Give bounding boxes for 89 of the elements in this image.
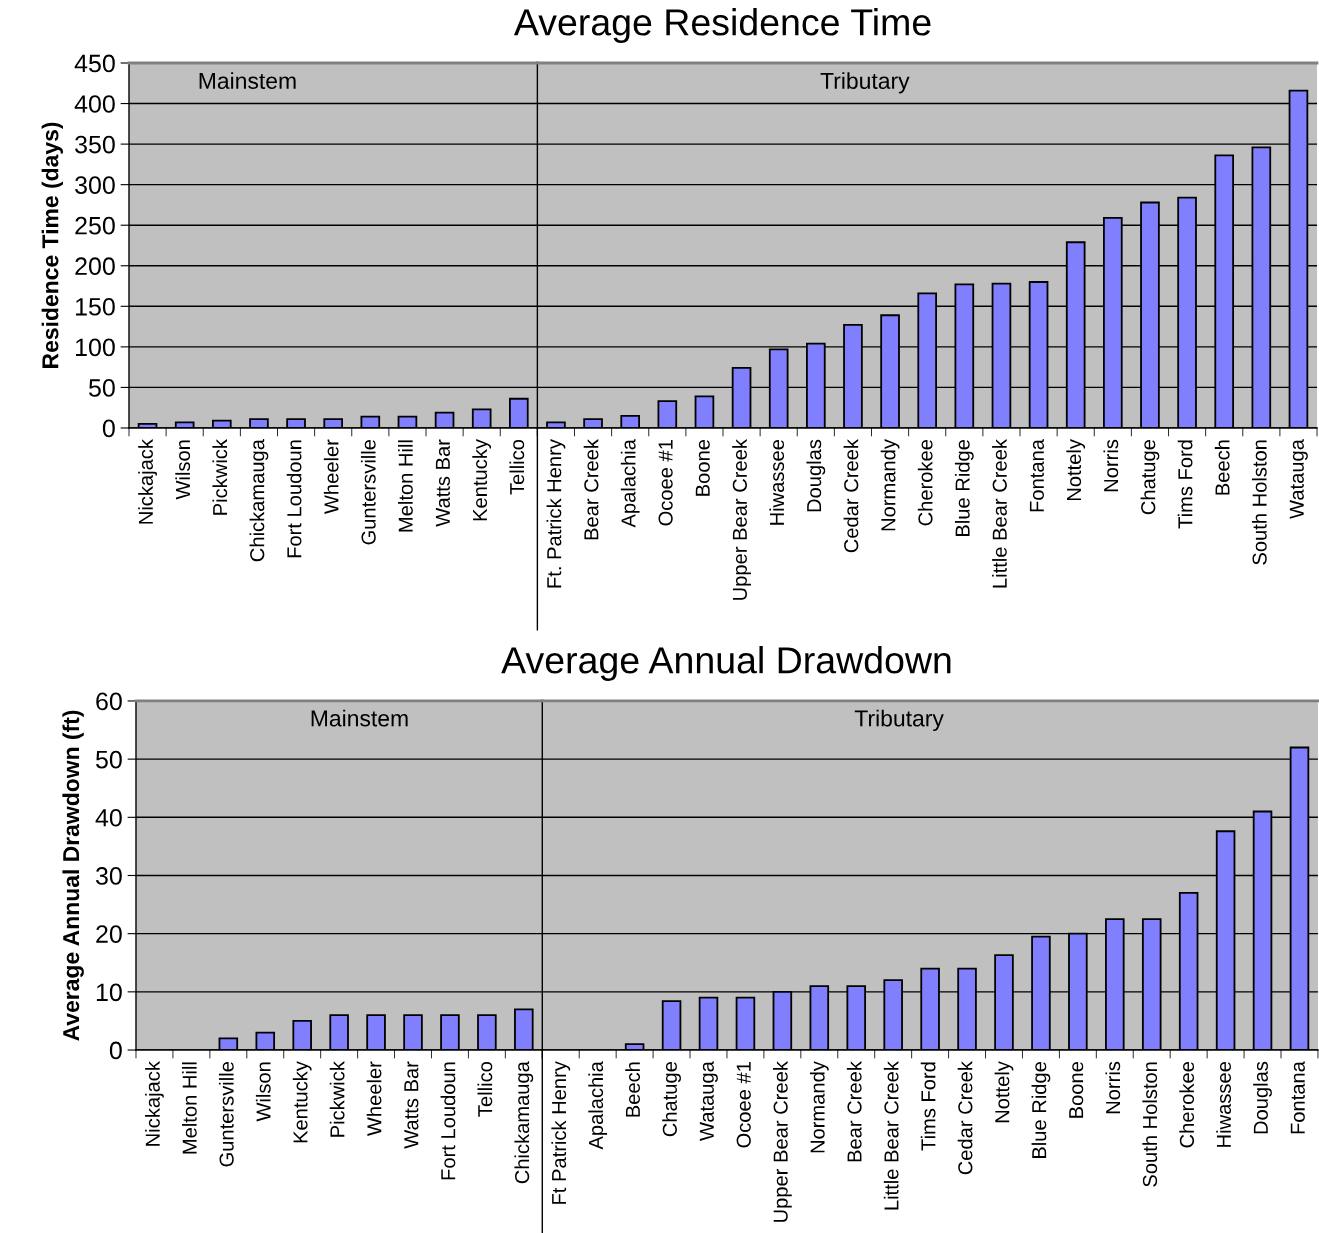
- x-tick-label: Boone: [1069, 1062, 1084, 1118]
- x-tick-label: Wilson: [255, 1062, 271, 1122]
- x-tick-label: Pickwick: [212, 439, 228, 515]
- x-tick-label: Apalachia: [588, 1061, 608, 1150]
- x-tick-label: Cedar Creek: [843, 439, 859, 553]
- x-tick-label: Apalachia: [620, 439, 640, 528]
- y-tick-label: 400: [74, 95, 115, 113]
- x-tick-label: Wheeler: [323, 439, 339, 514]
- y-tick-label: 350: [75, 135, 115, 154]
- x-tick-label: Little Bear Creek: [883, 1061, 899, 1210]
- x-tick-label: Bear Creek: [583, 439, 599, 540]
- chart-title: Average Residence Time: [513, 8, 931, 44]
- annotation: Mainstem: [311, 709, 408, 727]
- x-tick-label: Wheeler: [366, 1061, 382, 1137]
- x-tick-label: Melton Hill: [398, 440, 413, 532]
- x-tick-label: Fort Loudoun: [286, 440, 302, 558]
- y-axis-title: Residence Time (days): [41, 122, 63, 368]
- y-tick-label: 200: [75, 257, 115, 276]
- y-tick-label: 10: [96, 983, 122, 1002]
- x-tick-label: Cedar Creek: [957, 1061, 973, 1175]
- y-tick-label: 50: [89, 379, 115, 397]
- x-tick-label: Tellico: [477, 1061, 493, 1117]
- x-tick-label: Chickamauga: [249, 439, 269, 562]
- x-tick-label: Melton Hill: [182, 1062, 197, 1154]
- x-tick-label: Beech: [1214, 440, 1230, 495]
- x-tick-label: Kentucky: [472, 439, 492, 521]
- x-tick-label: Fontana: [1290, 1061, 1305, 1134]
- x-tick-label: Blue Ridge: [1031, 1062, 1051, 1158]
- x-tick-label: Hiwassee: [769, 439, 785, 525]
- x-tick-label: Blue Ridge: [954, 439, 974, 536]
- x-tick-label: Nottely: [1066, 439, 1086, 501]
- x-tick-label: Tims Ford: [920, 1062, 936, 1151]
- chart-title: Average Annual Drawdown: [501, 646, 951, 681]
- x-tick-label: South Holston: [1142, 1062, 1158, 1187]
- x-tick-label: Norris: [1105, 1061, 1121, 1114]
- y-tick-label: 0: [102, 419, 115, 438]
- x-tick-label: Guntersville: [360, 439, 376, 545]
- y-tick-label: 250: [75, 216, 115, 235]
- x-tick-label: Pickwick: [329, 1061, 345, 1137]
- x-tick-label: Tims Ford: [1177, 440, 1193, 529]
- x-tick-label: Chatuge: [662, 1062, 681, 1137]
- x-tick-label: Ft Patrick Henry: [551, 1061, 571, 1204]
- x-tick-label: Normandy: [880, 439, 900, 531]
- x-tick-label: Wilson: [175, 440, 191, 500]
- x-tick-label: Upper Bear Creek: [772, 1061, 792, 1222]
- x-tick-label: Fort Loudoun: [440, 1062, 456, 1180]
- y-tick-label: 0: [109, 1041, 122, 1060]
- x-tick-label: Cherokee: [1179, 1062, 1195, 1148]
- y-tick-label: 20: [96, 925, 122, 943]
- x-tick-label: Guntersville: [218, 1062, 234, 1167]
- y-tick-label: 300: [75, 176, 115, 194]
- x-tick-label: Nickajack: [138, 439, 157, 524]
- x-tick-label: Boone: [695, 439, 710, 496]
- y-tick-label: 60: [96, 692, 122, 711]
- y-tick-label: 50: [95, 750, 122, 769]
- x-tick-label: Cherokee: [917, 439, 933, 526]
- x-tick-label: Little Bear Creek: [992, 439, 1007, 588]
- x-tick-label: Norris: [1103, 439, 1119, 492]
- x-tick-label: Chickamauga: [514, 1061, 534, 1184]
- x-tick-label: Watauga: [699, 1061, 718, 1141]
- x-tick-label: Kentucky: [292, 1061, 312, 1143]
- x-tick-label: Chatuge: [1140, 439, 1160, 515]
- y-tick-label: 30: [95, 867, 122, 885]
- y-tick-label: 100: [76, 338, 115, 357]
- x-tick-label: Tellico: [509, 439, 525, 495]
- x-tick-label: Ocoee #1: [658, 440, 673, 526]
- x-tick-label: Ft. Patrick Henry: [546, 439, 566, 588]
- annotation: Tributary: [854, 709, 944, 732]
- x-tick-label: Watts Bar: [404, 1061, 419, 1149]
- y-tick-label: 40: [95, 808, 122, 827]
- x-tick-label: Hiwassee: [1216, 1062, 1232, 1147]
- y-axis-title: Average Annual Drawdown (ft): [62, 710, 84, 1041]
- x-tick-label: Ocoee #1: [736, 1062, 751, 1148]
- annotation: Mainstem: [199, 72, 296, 89]
- x-tick-label: Nickajack: [145, 1061, 164, 1146]
- x-tick-label: Watts Bar: [435, 439, 450, 527]
- y-tick-label: 450: [74, 54, 115, 73]
- x-tick-label: Upper Bear Creek: [732, 439, 751, 600]
- x-tick-label: Fontana: [1029, 439, 1044, 512]
- annotation: Tributary: [820, 72, 910, 94]
- x-tick-label: Bear Creek: [846, 1061, 862, 1162]
- x-tick-label: Normandy: [809, 1061, 829, 1153]
- x-tick-label: South Holston: [1251, 440, 1267, 565]
- x-tick-label: Douglas: [806, 439, 826, 512]
- x-tick-label: Beech: [625, 1062, 641, 1117]
- x-tick-label: Nottely: [994, 1061, 1014, 1123]
- y-tick-label: 150: [76, 297, 115, 316]
- x-tick-label: Watauga: [1289, 439, 1308, 519]
- x-tick-label: Douglas: [1253, 1061, 1272, 1134]
